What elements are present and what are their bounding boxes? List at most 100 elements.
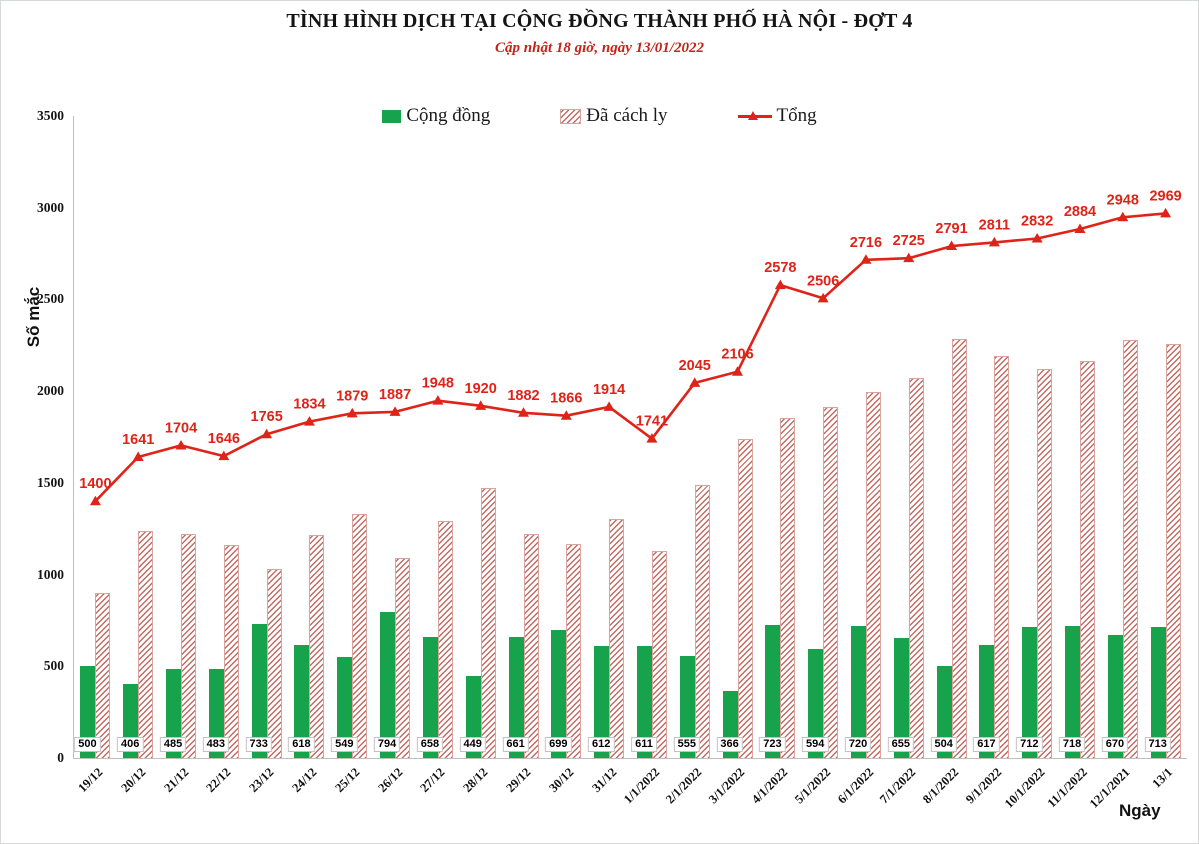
chart-title: TÌNH HÌNH DỊCH TẠI CỘNG ĐỒNG THÀNH PHỐ H…: [286, 10, 913, 32]
bar-quarantined: [566, 543, 582, 758]
bar-community: [1022, 627, 1038, 758]
community-value-label: 618: [288, 737, 315, 752]
x-tick-label: 21/12: [160, 765, 191, 796]
bar-pair: [722, 438, 753, 758]
bar-community: [251, 623, 267, 758]
community-value-label: 612: [587, 737, 615, 752]
bar-pair: [679, 484, 710, 758]
x-tick-label: 7/1/2022: [877, 765, 919, 807]
chart-subtitle: Cập nhật 18 giờ, ngày 13/01/2022: [495, 40, 704, 56]
bar-community: [765, 625, 781, 758]
x-axis-title: Ngày: [1119, 801, 1161, 820]
bar-quarantined: [1037, 369, 1053, 758]
bar-group: 720 6/1/2022: [835, 116, 888, 806]
bar-community: [551, 629, 567, 758]
community-value-label: 723: [759, 737, 786, 752]
bar-pair: [1065, 360, 1096, 758]
legend-swatch-community: [382, 109, 402, 123]
x-tick-label: 13/1: [1149, 765, 1176, 791]
plot-area: 0 500 1000 1500 2000 2500 3000 3500 500 19/12 406…: [37, 108, 1187, 811]
legend-item-total: Tổng: [737, 105, 817, 127]
community-value-label: 594: [802, 737, 829, 752]
bar-pair: [465, 488, 496, 758]
x-tick-label: 24/12: [289, 765, 320, 796]
bar-pair: [166, 534, 197, 758]
bar-group: 713 13/1: [1144, 116, 1187, 791]
bar-pair: [508, 534, 539, 758]
bar-group: 699 30/12: [545, 116, 588, 795]
bar-pair: [808, 407, 839, 758]
x-tick-label: 26/12: [374, 765, 405, 796]
bar-pair: [1022, 369, 1053, 758]
community-value-label: 655: [887, 737, 915, 752]
bar-group: 723 4/1/2022: [749, 116, 802, 806]
bar-quarantined: [908, 378, 924, 758]
bar-group: 617 9/1/2022: [963, 116, 1016, 806]
x-tick-label: 6/1/2022: [834, 765, 876, 807]
bar-pair: [422, 521, 453, 758]
bar-group: 555 2/1/2022: [663, 116, 716, 806]
community-value-label: 720: [844, 737, 872, 752]
community-value-label: 718: [1058, 737, 1086, 752]
y-axis-ticks: 0 500 1000 1500 2000 2500 3000 3500: [37, 108, 1187, 765]
bar-quarantined: [1080, 360, 1096, 758]
bar-quarantined: [1165, 344, 1181, 758]
bar-quarantined: [780, 417, 796, 758]
bar-community: [422, 637, 438, 758]
bar-group: 718 11/1/2022: [1045, 116, 1102, 810]
bar-quarantined: [181, 534, 197, 758]
bar-group: 504 8/1/2022: [920, 116, 973, 806]
bar-group: 594 5/1/2022: [792, 116, 845, 806]
bar-quarantined: [951, 338, 967, 758]
bar-community: [936, 665, 952, 758]
bar-pair: [123, 531, 154, 758]
y-tick-label: 2500: [37, 291, 64, 307]
x-tick-label: 23/12: [246, 765, 277, 796]
bar-group: 366 3/1/2022: [706, 116, 759, 806]
bar-quarantined: [138, 531, 154, 758]
x-tick-label: 4/1/2022: [748, 765, 791, 807]
bar-quarantined: [223, 544, 239, 758]
y-tick-label: 0: [57, 750, 64, 765]
community-value-label: 658: [416, 737, 444, 752]
community-value-label: 670: [1101, 737, 1129, 752]
x-tick-label: 20/12: [118, 765, 149, 796]
bar-quarantined: [866, 391, 882, 758]
bar-pair: [979, 355, 1010, 758]
community-value-label: 712: [1016, 737, 1043, 752]
bar-community: [679, 656, 695, 758]
community-value-label: 504: [930, 737, 957, 752]
bar-group: 500 19/12: [74, 116, 117, 795]
bar-group: 658 27/12: [416, 116, 460, 795]
community-value-label: 794: [373, 737, 401, 752]
bar-community: [380, 612, 396, 758]
bar-quarantined: [95, 592, 111, 758]
bar-community: [808, 649, 824, 758]
bar-pair: [337, 514, 368, 758]
bar-pair: [594, 519, 625, 758]
community-value-label: 449: [459, 737, 486, 752]
legend-line-marker-icon: [737, 109, 772, 123]
community-value-label: 699: [545, 737, 572, 752]
bar-pair: [294, 534, 325, 758]
legend-label-quarantined: Đã cách ly: [586, 105, 668, 126]
community-value-label: 661: [502, 737, 529, 752]
community-value-label: 555: [673, 737, 700, 752]
bar-quarantined: [1122, 340, 1138, 758]
community-value-label: 485: [159, 737, 187, 752]
bar-quarantined: [352, 514, 368, 758]
bar-quarantined: [823, 407, 839, 758]
bar-community: [1107, 635, 1123, 758]
bar-pair: [851, 391, 882, 758]
community-value-label: 366: [716, 737, 743, 752]
x-tick-label: 30/12: [546, 765, 577, 796]
bar-quarantined: [651, 550, 667, 758]
x-tick-label: 1/1/2022: [620, 765, 662, 807]
y-tick-label: 500: [43, 658, 64, 674]
bar-group: 611 1/1/2022: [621, 116, 674, 806]
bar-quarantined: [480, 488, 496, 758]
y-tick-label: 3500: [37, 108, 64, 123]
bar-group: 406 20/12: [117, 116, 160, 795]
x-tick-label: 28/12: [460, 765, 491, 796]
